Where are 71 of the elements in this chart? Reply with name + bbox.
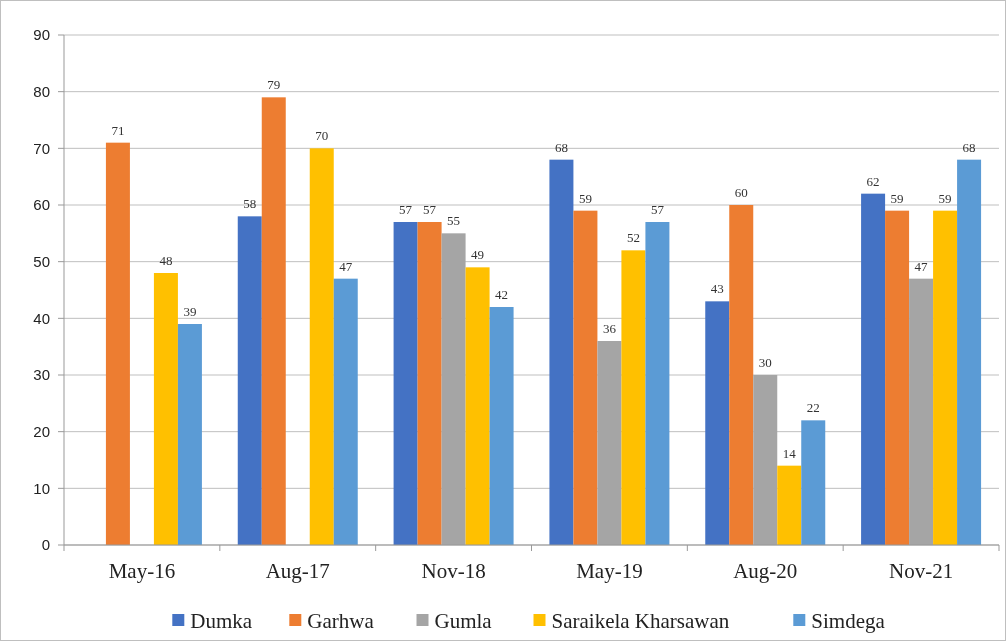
y-tick-label: 30 — [33, 366, 50, 384]
bar — [861, 193, 886, 545]
legend-label: Gumla — [434, 609, 493, 634]
data-label: 43 — [710, 281, 724, 297]
y-tick-label: 70 — [33, 139, 50, 157]
data-label: 52 — [626, 230, 640, 246]
bar — [309, 148, 334, 545]
data-label: 36 — [602, 321, 617, 336]
data-label: 47 — [914, 258, 929, 274]
bar — [237, 216, 262, 545]
bar — [549, 159, 574, 545]
data-label: 14 — [782, 445, 797, 461]
bar — [261, 97, 286, 545]
y-tick-label: 0 — [41, 536, 50, 554]
data-label: 42 — [495, 287, 509, 302]
bar — [105, 142, 130, 545]
data-label: 47 — [339, 258, 353, 274]
legend-label: Garhwa — [307, 609, 375, 634]
x-tick-label: Nov-21 — [889, 559, 954, 583]
bar — [417, 222, 442, 545]
data-label: 59 — [938, 190, 952, 206]
data-label: 71 — [111, 122, 125, 138]
data-label: 57 — [650, 202, 665, 217]
data-label: 30 — [758, 355, 772, 370]
bar — [645, 222, 670, 545]
y-tick-label: 10 — [33, 479, 50, 497]
data-label: 59 — [578, 190, 592, 206]
x-tick-label: May-19 — [576, 559, 643, 583]
data-label: 60 — [734, 185, 748, 200]
y-tick-label: 20 — [33, 422, 50, 440]
y-tick-label: 60 — [33, 196, 50, 214]
legend-label: Dumka — [190, 609, 253, 634]
y-tick-label: 90 — [33, 26, 50, 44]
x-tick-label: Aug-20 — [733, 559, 798, 583]
bar — [153, 273, 178, 545]
bar — [621, 250, 646, 545]
y-tick-label: 40 — [33, 309, 50, 327]
data-label: 48 — [159, 253, 173, 268]
bar — [729, 205, 754, 545]
bar — [465, 267, 490, 545]
bar — [489, 307, 514, 545]
data-label: 58 — [243, 196, 257, 212]
data-label: 49 — [471, 247, 485, 263]
x-tick-label: Nov-18 — [421, 559, 486, 583]
bar — [957, 159, 982, 545]
bar — [393, 222, 418, 545]
data-label: 39 — [183, 304, 197, 319]
data-label: 68 — [962, 139, 976, 155]
data-label: 62 — [866, 173, 880, 189]
bar — [801, 420, 826, 545]
bar — [573, 210, 598, 545]
x-tick-label: May-16 — [108, 559, 176, 583]
bar — [885, 210, 910, 545]
bar — [777, 465, 802, 545]
legend-label: Saraikela Kharsawan — [551, 609, 730, 634]
data-label: 68 — [554, 139, 568, 155]
x-tick-label: Aug-17 — [265, 559, 330, 583]
data-label: 70 — [315, 128, 329, 144]
bar — [705, 301, 730, 545]
bar — [933, 210, 958, 545]
data-label: 55 — [447, 213, 461, 229]
data-label: 57 — [423, 202, 437, 217]
y-tick-label: 80 — [33, 82, 50, 100]
data-label: 22 — [806, 400, 820, 416]
bar — [177, 324, 202, 545]
data-label: 57 — [399, 202, 413, 217]
data-label: 59 — [890, 190, 904, 206]
y-tick-label: 50 — [33, 252, 50, 270]
legend-label: Simdega — [811, 609, 886, 634]
data-label: 79 — [267, 77, 281, 93]
bar — [333, 278, 358, 545]
